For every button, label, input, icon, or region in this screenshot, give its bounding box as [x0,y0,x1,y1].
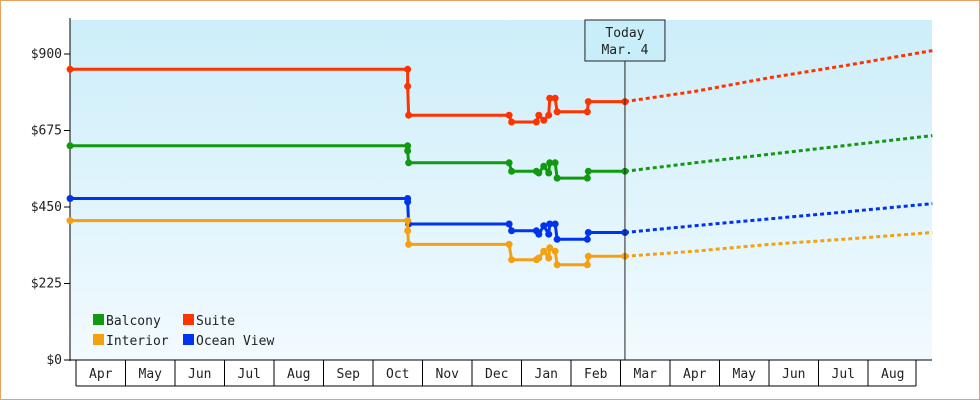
y-tick-label: $225 [31,277,62,292]
data-point [546,159,554,167]
x-tick-label: May [733,367,757,382]
data-point [535,111,543,119]
data-point [505,111,513,119]
legend-label: Suite [196,314,235,329]
x-tick-label: Apr [683,367,707,382]
x-tick-label: Jul [238,367,261,382]
series-interior [66,217,933,269]
data-point [404,142,412,150]
data-point [545,111,553,119]
data-point [404,198,412,206]
plot-area [70,20,932,360]
data-point [508,118,516,126]
today-box [584,19,666,62]
x-tick-label: Apr [89,367,113,382]
legend-swatch [93,334,104,345]
data-point [583,235,591,243]
data-point [405,159,413,167]
data-point [66,195,74,202]
series-suite [66,49,933,126]
history-line [70,144,625,180]
data-point [508,167,516,175]
data-point [505,159,513,167]
x-tick-label: May [139,367,163,382]
data-point [553,108,561,116]
data-point [584,229,592,236]
y-tick-label: $450 [31,200,62,215]
data-point [584,167,592,175]
data-point [535,169,543,177]
forecast-line [624,231,933,258]
data-point [404,82,412,90]
data-point [545,230,553,238]
today-label: Today [605,26,644,41]
data-point [404,217,412,225]
y-tick-label: $675 [31,124,62,139]
x-tick-label: Oct [386,367,409,382]
x-tick-label: Jul [832,367,855,382]
legend-swatch [183,334,194,345]
data-point [551,247,559,255]
today-date-label: Mar. 4 [601,43,648,58]
data-point [540,247,548,255]
x-tick-label: Jun [782,367,805,382]
legend-swatch [183,314,194,325]
legend-label: Interior [106,334,169,349]
legend-label: Ocean View [196,334,274,349]
data-point [551,94,559,102]
data-point [540,162,548,170]
data-point [546,244,554,252]
legend-swatch [93,314,104,325]
history-line [70,197,625,241]
x-tick-label: Nov [436,367,460,382]
x-tick-label: Jun [188,367,211,382]
data-point [546,94,554,102]
data-point [551,159,559,167]
y-tick-label: $900 [31,47,62,62]
data-point [66,142,74,150]
data-point [535,254,543,262]
data-point [405,111,413,119]
data-point [405,240,413,248]
data-point [546,220,554,228]
data-point [545,254,553,262]
data-point [584,98,592,106]
data-point [540,116,548,124]
x-tick-label: Sep [337,367,361,382]
history-line [70,67,625,124]
data-point [508,227,516,235]
data-point [535,230,543,238]
y-tick-label: $0 [46,353,62,368]
x-tick-label: Feb [584,367,608,382]
data-point [545,169,553,177]
data-point [505,240,513,248]
data-point [553,235,561,243]
x-tick-label: Mar [634,367,658,382]
data-point [66,65,74,73]
data-point [583,261,591,269]
data-point [583,108,591,116]
data-point [404,147,412,155]
data-point [583,174,591,182]
data-point [553,261,561,269]
history-line [70,219,625,267]
x-tick-label: Jan [535,367,558,382]
legend-label: Balcony [106,314,161,329]
x-tick-label: Aug [287,367,310,382]
data-point [540,222,548,230]
data-point [584,252,592,260]
data-point [505,220,513,228]
data-point [404,65,412,73]
data-point [553,174,561,182]
data-point [66,217,74,225]
data-point [404,227,412,235]
x-tick-label: Dec [485,367,508,382]
data-point [532,118,540,126]
data-point [508,256,516,264]
data-point [551,220,559,228]
x-tick-label: Aug [881,367,904,382]
